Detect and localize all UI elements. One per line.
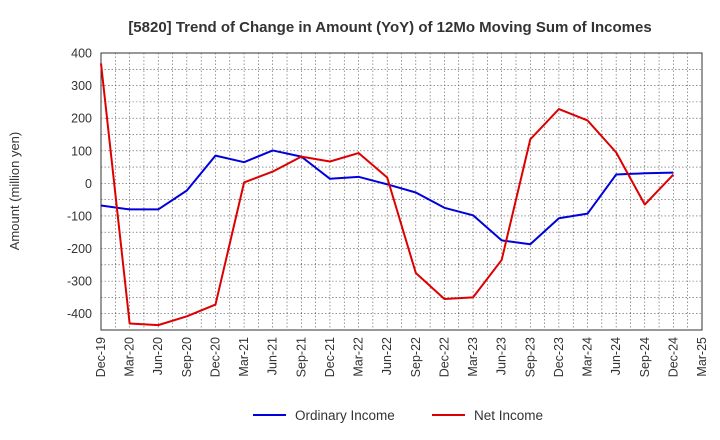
y-axis-ticks: 400 300 200 100 0 -100 -200 -300 -400 <box>67 47 92 322</box>
y-tick-label: 200 <box>71 112 92 126</box>
x-tick-label: Dec-24 <box>666 337 680 377</box>
x-tick-label: Mar-20 <box>123 337 137 377</box>
series-lines <box>100 63 675 327</box>
x-tick-label: Mar-22 <box>352 337 366 377</box>
x-tick-label: Dec-21 <box>323 337 337 377</box>
x-tick-label: Jun-24 <box>609 337 623 375</box>
y-tick-label: 100 <box>71 144 92 158</box>
y-axis-label: Amount (million yen) <box>7 132 22 251</box>
x-tick-label: Jun-21 <box>266 337 280 375</box>
x-tick-label: Sep-20 <box>180 337 194 377</box>
x-tick-label: Dec-19 <box>94 337 108 377</box>
x-tick-label: Sep-21 <box>294 337 308 377</box>
x-tick-label: Sep-23 <box>523 337 537 377</box>
legend: Ordinary Income Net Income <box>253 408 543 423</box>
y-tick-label: -300 <box>67 275 92 289</box>
series-line <box>100 63 675 327</box>
x-axis-ticks: Dec-19 Mar-20 Jun-20 Sep-20 Dec-20 Mar-21 Jun-… <box>94 337 709 377</box>
x-tick-label: Dec-20 <box>208 337 222 377</box>
legend-label: Ordinary Income <box>295 408 395 423</box>
legend-label: Net Income <box>474 408 543 423</box>
x-tick-label: Mar-23 <box>466 337 480 377</box>
gridlines <box>101 53 702 330</box>
x-tick-label: Sep-22 <box>409 337 423 377</box>
x-tick-label: Dec-23 <box>552 337 566 377</box>
x-tick-label: Jun-23 <box>495 337 509 375</box>
y-tick-label: 400 <box>71 47 92 61</box>
y-tick-label: -400 <box>67 307 92 321</box>
x-tick-label: Mar-25 <box>695 337 709 377</box>
x-tick-label: Sep-24 <box>638 337 652 377</box>
y-tick-label: 0 <box>85 177 92 191</box>
x-tick-label: Dec-22 <box>437 337 451 377</box>
series-line <box>100 149 674 246</box>
x-tick-label: Mar-21 <box>237 337 251 377</box>
x-tick-label: Jun-20 <box>151 337 165 375</box>
y-tick-label: -200 <box>67 242 92 256</box>
x-tick-label: Mar-24 <box>581 337 595 377</box>
y-tick-label: -100 <box>67 209 92 223</box>
y-tick-label: 300 <box>71 79 92 93</box>
chart-title: [5820] Trend of Change in Amount (YoY) o… <box>128 19 651 36</box>
x-tick-label: Jun-22 <box>380 337 394 375</box>
